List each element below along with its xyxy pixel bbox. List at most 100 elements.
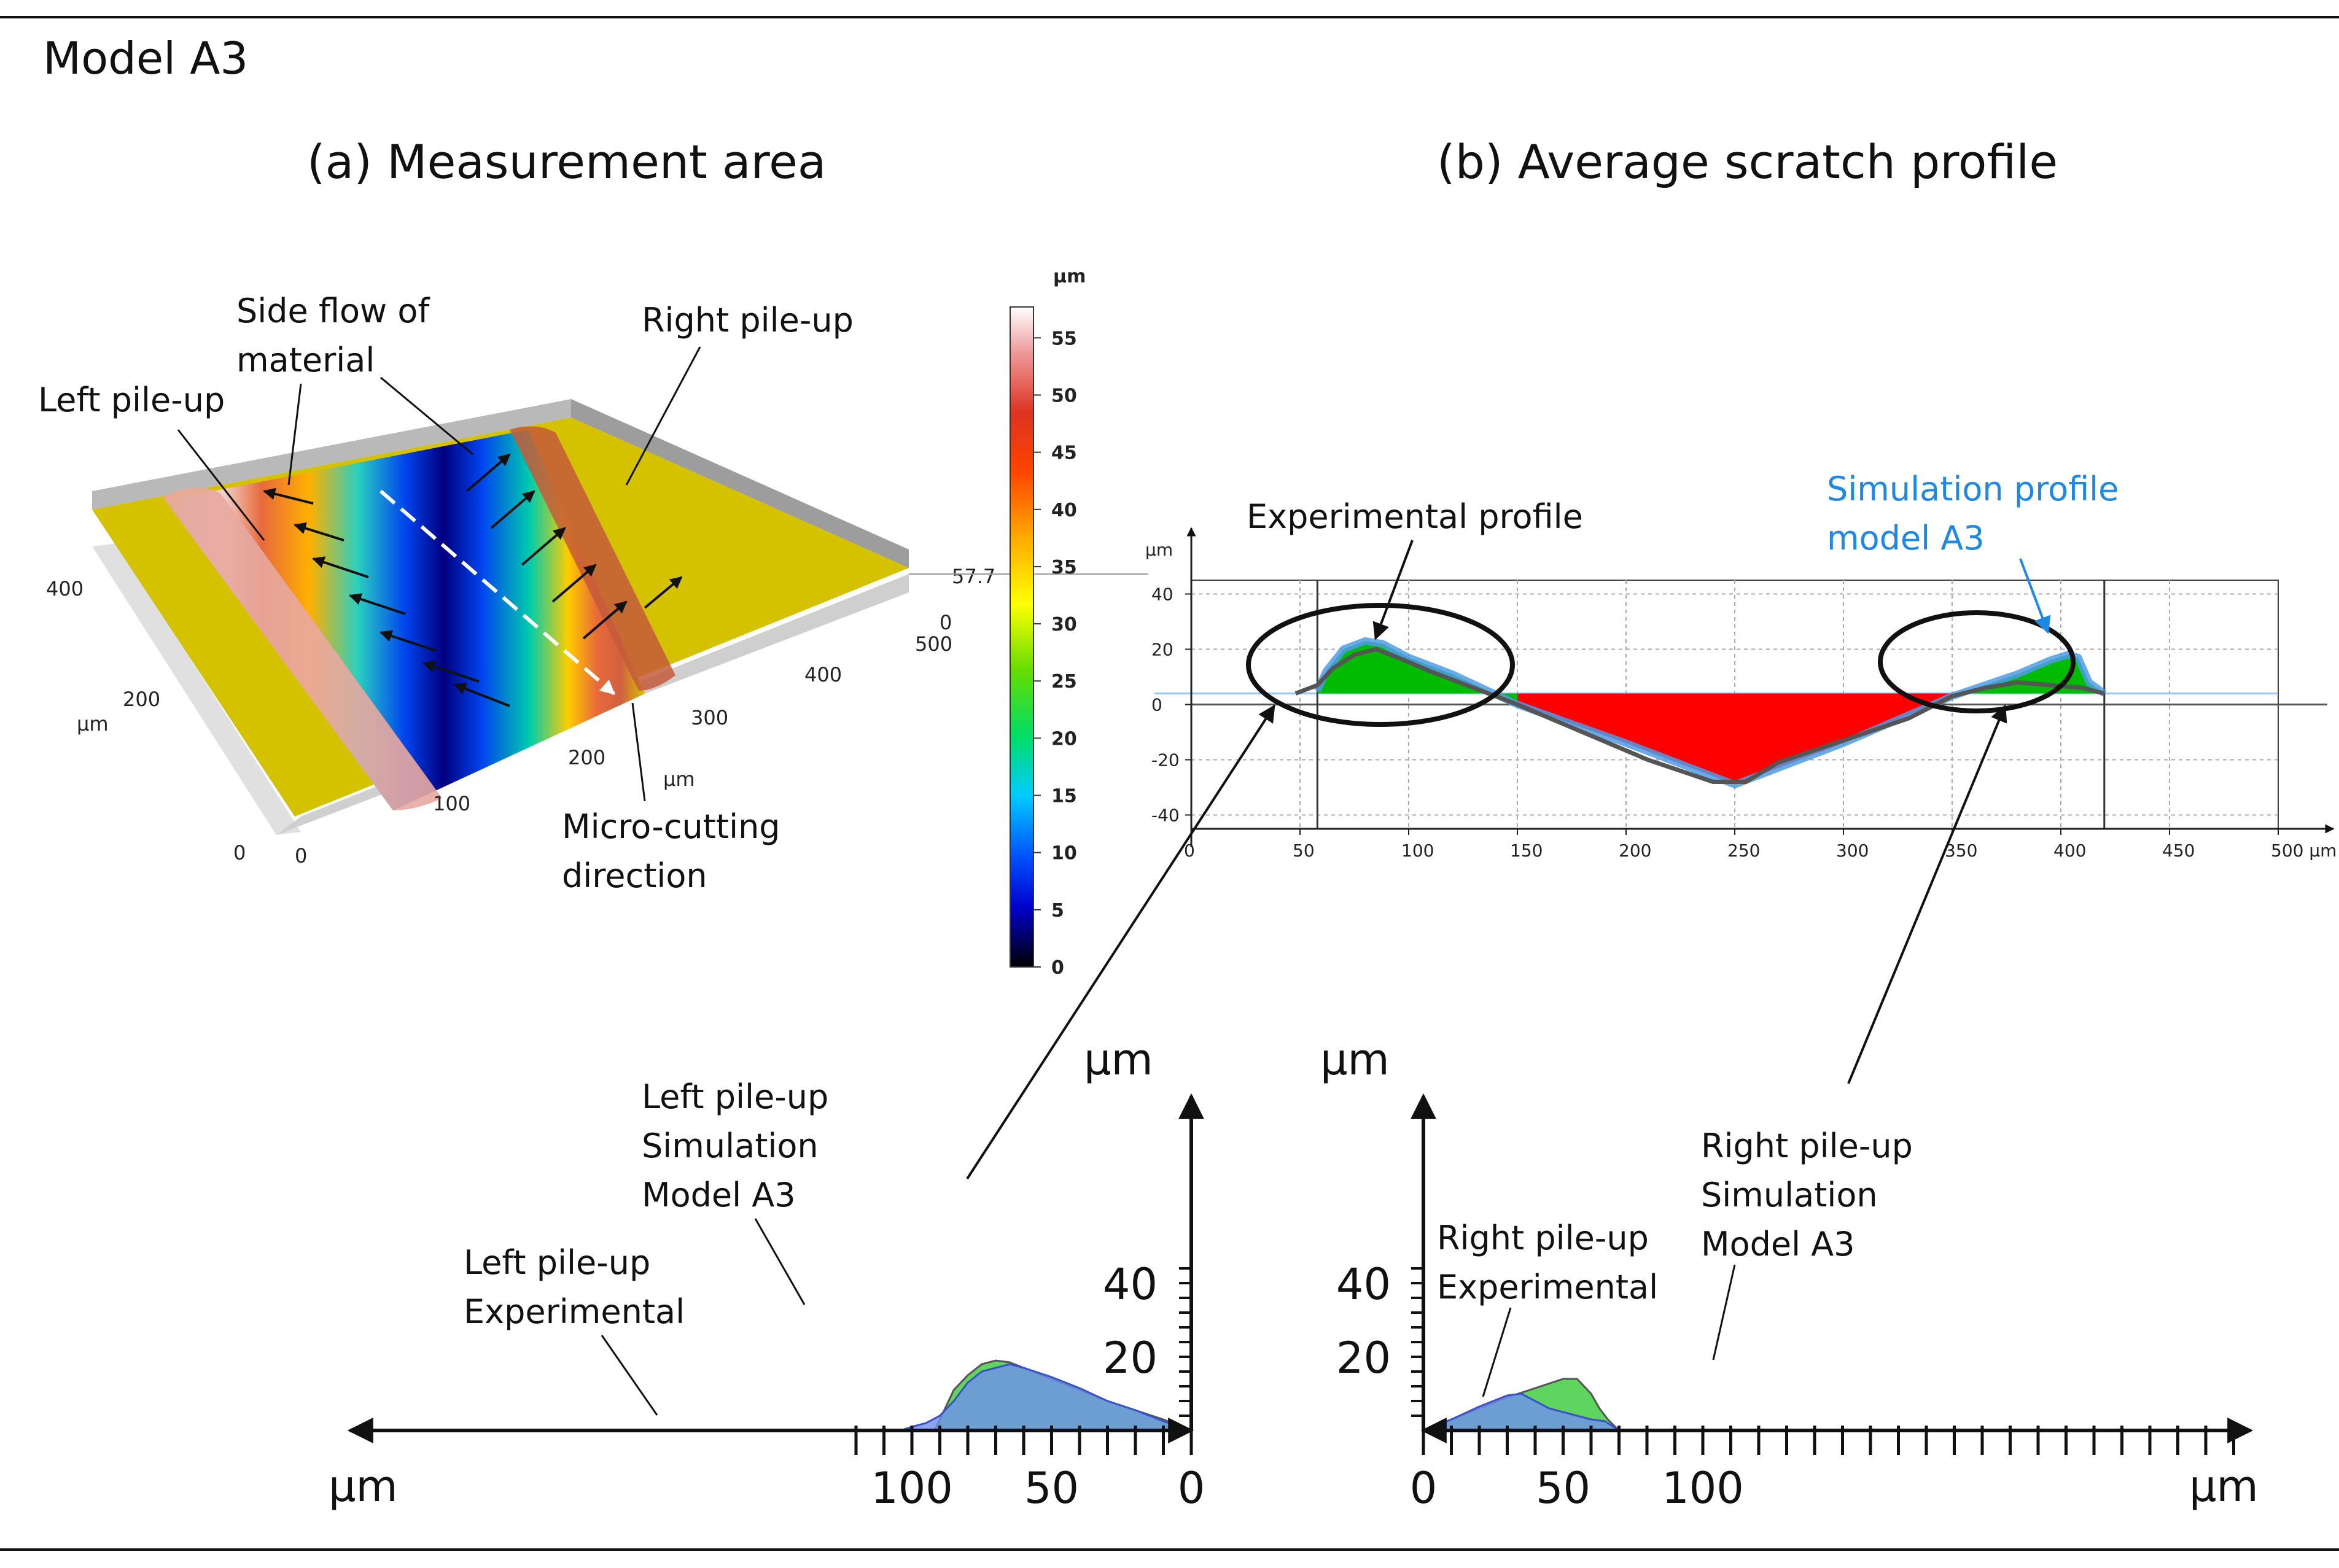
colorbar: µm 0 5 10 15 20 25 30 35 40 45 50 55 [1010,266,1086,979]
label-right-exp-2: Experimental [1437,1268,1658,1306]
leader-side-flow-left [287,383,302,486]
surface-y-unit: µm [77,712,109,735]
detail-y-tick-label: 20 [1336,1333,1391,1383]
surface-z-tick-max: 57.7 [952,565,995,588]
detail-y-tick-label: 20 [1103,1333,1158,1383]
detail-x-tick-label: 100 [1662,1463,1744,1513]
colorbar-tick-label: 0 [1051,957,1064,979]
panel-b-x-tick-label: 200 [1619,840,1651,861]
label-simulation-profile-1: Simulation profile [1827,470,2119,508]
side-flow-arrows-right [465,453,683,640]
figure-title: Model A3 [43,33,248,84]
surface-x-tick-0: 0 [295,844,307,867]
panel-b-x-tick-label: 250 [1727,840,1760,861]
right-detail-x-unit: µm [2189,1461,2259,1512]
colorbar-tick-label: 25 [1051,671,1077,693]
micro-cutting-arrow [379,489,615,696]
colorbar-ticks: 0 5 10 15 20 25 30 35 40 45 50 55 [1033,328,1077,979]
label-right-pile-up: Right pile-up [642,301,854,340]
surface-x-tick-300: 300 [691,706,728,729]
left-pile-up-fill [1317,641,1517,705]
panel-a-title: (a) Measurement area [307,134,826,189]
leader-right-exp [1482,1307,1512,1397]
leader-side-flow-right [380,376,473,456]
leader-left-pile-up [177,429,265,541]
label-left-sim-2: Simulation [642,1127,819,1165]
label-left-sim-1: Left pile-up [642,1077,828,1116]
detail-x-tick-label: 0 [1178,1463,1205,1513]
panel-b-x-tick-label: 300 [1836,840,1869,861]
panel-b-title: (b) Average scratch profile [1437,134,2058,189]
panel-b-y-tick-label: 20 [1151,640,1173,660]
surface-x-unit: µm [663,767,695,791]
label-right-sim-1: Right pile-up [1701,1127,1913,1165]
panel-b-x-tick-label: 350 [1945,840,1977,861]
leader-left-exp [601,1335,658,1416]
label-left-exp-1: Left pile-up [464,1243,650,1282]
colorbar-tick-label: 30 [1051,614,1077,635]
detail-x-tick-label: 0 [1410,1463,1438,1513]
leader-micro-cutting [631,702,646,802]
left-pile-up-highlight [1246,603,1515,727]
panel-b-x-tick-label: 100 [1401,840,1434,861]
surface-x-tick-200: 200 [568,746,605,769]
leader-to-left-detail [966,704,1275,1180]
panel-b-x-tick-label: 450 [2162,840,2195,861]
surface-x-tick-400: 400 [804,663,842,686]
label-micro-cutting-1: Micro-cutting [562,807,780,846]
label-left-pile-up: Left pile-up [38,381,225,419]
surface-x-tick-500: 500 [915,632,952,656]
surface-y-tick-200: 200 [123,688,160,711]
detail-y-tick-label: 40 [1103,1259,1158,1310]
colorbar-tick-label: 15 [1051,786,1077,807]
label-simulation-profile-2: model A3 [1827,519,1985,557]
right-pile-up-ridge [510,426,675,691]
left-detail-x-unit: µm [329,1461,398,1512]
colorbar-tick-label: 20 [1051,728,1077,750]
surface-back-wall [92,399,571,510]
left-detail-axes: 100 50 0 40 20 [347,1093,1205,1513]
colorbar-unit: µm [1053,266,1086,287]
surface-base-front [92,543,301,835]
label-experimental-profile: Experimental profile [1247,497,1583,536]
groove-fill [1517,693,1952,785]
left-detail-fills [900,1359,1192,1432]
panel-b-y-unit: µm [1145,540,1173,560]
panel-b-y-tick-label: 40 [1151,584,1173,605]
leader-to-right-detail [1847,704,2007,1084]
surface-3d-view: 0 100 200 300 400 500 µm 0 200 400 µm 0 … [38,292,1148,895]
surface-right-wall [571,399,909,568]
left-detail-chart: 100 50 0 40 20 µm µm Left pile-up Simulation… [329,1034,1205,1513]
surface-z-tick-0: 0 [940,611,952,634]
detail-x-tick-label: 50 [1536,1463,1590,1513]
panel-b-y-tick-label: 0 [1151,695,1162,715]
label-left-sim-3: Model A3 [642,1176,796,1214]
colorbar-tick-label: 40 [1051,500,1077,521]
panel-b-x-tick-label: 0 [1184,840,1195,861]
panel-b-lines [1294,637,2107,788]
panel-b-x-tick-label: 500 µm [2271,840,2337,861]
panel-b-x-tick-label: 150 [1510,840,1543,861]
colorbar-ramp [1010,306,1034,968]
surface-y-tick-400: 400 [46,577,84,600]
panel-b-chart: 0 50 100 150 200 250 300 350 400 450 500 µm40200-2… [966,470,2337,1180]
leader-experimental-profile [1372,540,1414,640]
panel-b-x-tick-label: 50 [1293,840,1315,861]
right-detail-chart: 0 50 100 40 20 µm µm Right pile-up Simulatio… [1320,1034,2259,1513]
colorbar-tick-label: 50 [1051,385,1077,406]
label-left-exp-2: Experimental [464,1292,685,1331]
leader-right-pile-up [625,346,701,486]
right-detail-y-unit: µm [1320,1034,1390,1085]
leader-left-sim [754,1218,806,1305]
colorbar-tick-label: 55 [1051,328,1077,349]
panel-b-y-tick-label: -40 [1151,805,1180,826]
left-detail-y-unit: µm [1084,1034,1153,1085]
label-right-sim-2: Simulation [1701,1176,1878,1214]
surface-x-tick-100: 100 [433,792,470,815]
label-micro-cutting-2: direction [562,856,707,895]
detail-x-tick-label: 50 [1024,1463,1079,1513]
detail-x-tick-label: 100 [871,1463,953,1513]
leader-right-sim [1712,1264,1736,1360]
label-right-sim-3: Model A3 [1701,1225,1855,1263]
panel-b-fills [1317,641,2104,785]
